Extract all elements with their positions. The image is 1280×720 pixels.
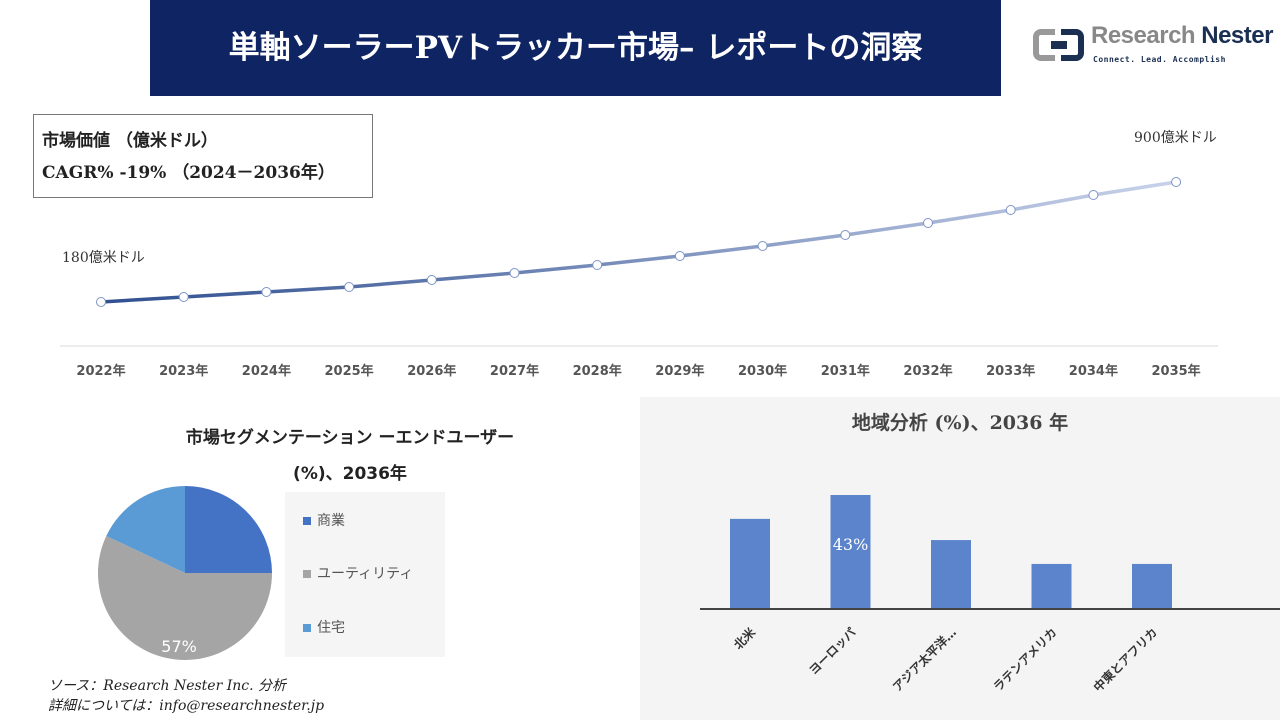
data-point <box>674 251 685 261</box>
pie-slice <box>185 486 272 573</box>
pie-slice <box>98 535 273 660</box>
x-tick-label: アジア太平洋… <box>889 625 959 695</box>
x-tick-label: 2027年 <box>490 363 539 379</box>
x-tick-label: 2028年 <box>573 363 622 379</box>
regional-analysis-title: 地域分析 (%)、2036 年 <box>851 412 1069 434</box>
logo-tagline: Connect. Lead. Accomplish <box>1093 55 1226 64</box>
x-tick-label: 北米 <box>731 624 759 652</box>
segmentation-title: 市場セグメンテーション ーエンドユーザー (%)、2036年 <box>100 420 600 492</box>
x-tick-label: 2023年 <box>159 363 208 379</box>
data-point <box>261 287 272 297</box>
regional-analysis-panel: 地域分析 (%)、2036 年 北米 43% ヨーロッパ アジア太平洋… ラテンアメリカ… <box>640 397 1280 720</box>
pie-slice <box>106 486 185 573</box>
x-tick-label: 2032年 <box>903 363 952 379</box>
data-point <box>1005 205 1016 215</box>
end-user-pie-chart: 57% <box>98 486 273 660</box>
bar <box>1031 563 1072 609</box>
pie-legend: 商業 ユーティリティ 住宅 <box>285 492 445 657</box>
bar-data-label: 43% <box>833 535 869 554</box>
x-tick-label: 2029年 <box>655 363 704 379</box>
series-line <box>100 180 1177 304</box>
data-point <box>1088 190 1099 200</box>
segmentation-title-line1: 市場セグメンテーション ーエンドユーザー <box>185 428 515 448</box>
data-point <box>96 297 106 307</box>
x-tick-label: 2034年 <box>1069 363 1118 379</box>
x-tick-label: ラテンアメリカ <box>991 625 1060 694</box>
legend-swatch <box>303 570 311 578</box>
data-point <box>344 282 355 292</box>
x-tick-label: 2025年 <box>325 363 374 379</box>
x-tick-label: 2031年 <box>821 363 870 379</box>
legend-swatch <box>303 517 311 525</box>
data-point <box>923 218 933 228</box>
data-point <box>178 292 189 302</box>
bar <box>1132 563 1172 609</box>
data-point <box>426 275 437 285</box>
market-info-box: 市場価値 （億米ドル） CAGR% -19% （2024－2036年） <box>33 114 373 198</box>
legend-item-commercial: 商業 <box>303 512 345 530</box>
legend-label: 住宅 <box>317 620 345 636</box>
bar <box>931 540 971 609</box>
cagr-label: CAGR% -19% （2024－2036年） <box>42 163 335 183</box>
x-tick-label: 2022年 <box>76 363 125 379</box>
logo-text-research: Research <box>1091 22 1202 49</box>
x-tick-label: 2024年 <box>242 363 291 379</box>
page-title: 単軸ソーラーPVトラッカー市場– レポートの洞察 <box>150 0 1001 96</box>
segmentation-title-line2: (%)、2036年 <box>293 464 407 484</box>
market-value-line-chart: 2022年 2023年 2024年 2025年 2026年 2027年 2028年 2029年… <box>60 130 1218 379</box>
bar <box>830 495 871 609</box>
data-point <box>509 268 520 278</box>
data-point <box>1171 177 1182 187</box>
legend-item-residential: 住宅 <box>303 619 345 637</box>
research-nester-logo: Research Nester Connect. Lead. Accomplis… <box>1033 24 1273 70</box>
legend-label: ユーティリティ <box>317 566 414 582</box>
legend-item-utility: ユーティリティ <box>303 565 413 583</box>
source-line: ソース：Research Nester Inc. 分析 <box>48 678 287 694</box>
logo-text: Research Nester <box>1091 24 1273 48</box>
legend-label: 商業 <box>317 513 345 529</box>
pie-data-label: 57% <box>161 637 197 656</box>
data-point <box>757 241 768 251</box>
x-tick-label: 中東とアフリカ <box>1090 625 1160 695</box>
x-tick-label: 2026年 <box>407 363 456 379</box>
data-point <box>840 230 851 240</box>
contact-line: 詳細については：info@researchnester.jp <box>48 698 325 714</box>
value-annotation: 180億米ドル <box>62 250 145 266</box>
legend-swatch <box>303 624 311 632</box>
source-note: ソース：Research Nester Inc. 分析 詳細については：info… <box>48 676 324 716</box>
regional-bar-chart: 北米 43% ヨーロッパ アジア太平洋… ラテンアメリカ 中東とアフリカ <box>700 495 1280 695</box>
logo-text-nester: Nester <box>1201 22 1273 49</box>
x-tick-label: 2030年 <box>738 363 787 379</box>
logo-mark-icon <box>1033 29 1084 61</box>
x-tick-label: 2035年 <box>1152 363 1201 379</box>
market-value-label: 市場価値 （億米ドル） <box>42 131 218 151</box>
x-tick-label: ヨーロッパ <box>806 625 858 677</box>
value-annotation: 900億米ドル <box>1134 130 1217 146</box>
data-point <box>592 260 603 270</box>
x-tick-label: 2033年 <box>986 363 1035 379</box>
bar <box>730 518 770 609</box>
